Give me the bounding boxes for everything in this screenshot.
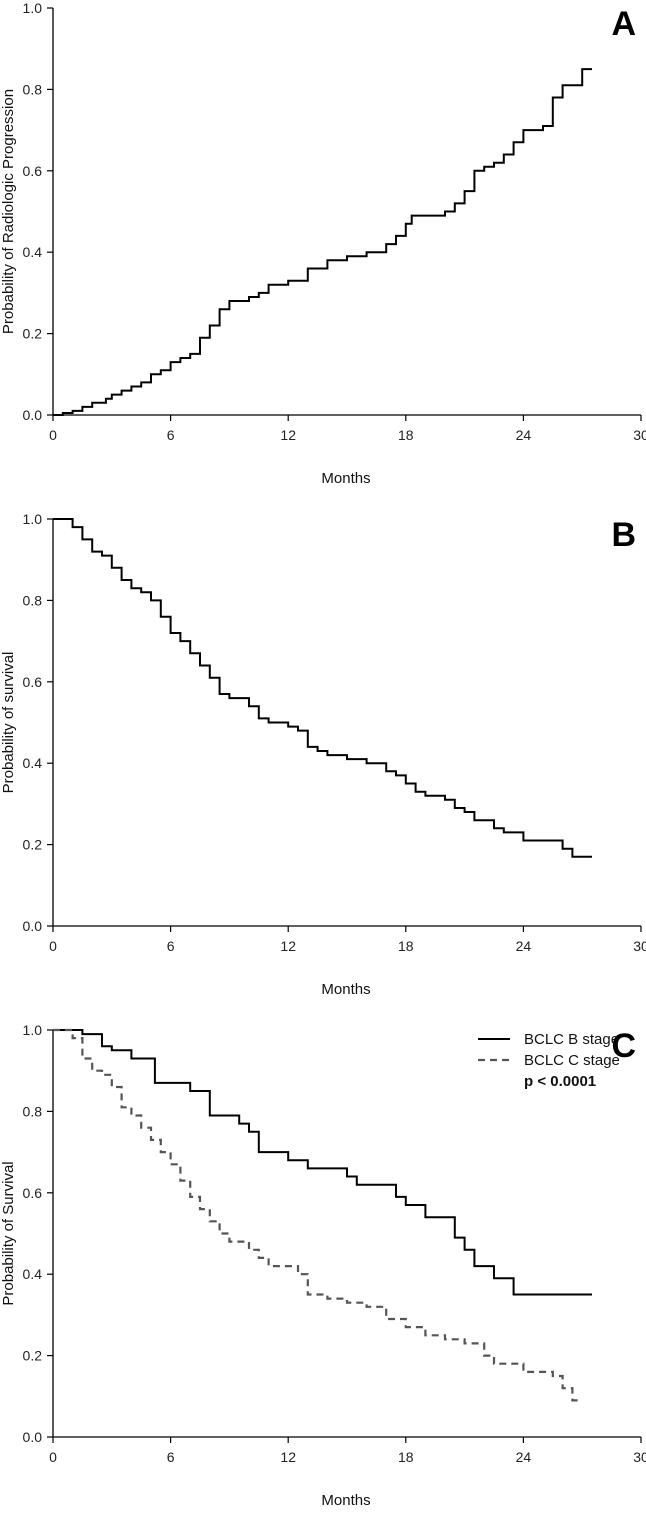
x-tick-label: 6 [167, 427, 175, 443]
x-tick-label: 0 [49, 938, 57, 954]
x-tick-label: 30 [633, 427, 646, 443]
x-tick-label: 12 [280, 938, 296, 954]
x-tick-label: 18 [398, 427, 414, 443]
panel-letter: C [611, 1027, 636, 1065]
x-tick-label: 12 [280, 1449, 296, 1465]
y-tick-label: 1.0 [23, 511, 43, 527]
y-axis-title: Probability of Radiologic Progression [0, 89, 17, 334]
y-tick-label: 0.8 [23, 1103, 43, 1119]
x-tick-label: 18 [398, 938, 414, 954]
x-tick-label: 24 [516, 938, 532, 954]
y-tick-label: 0.2 [23, 837, 43, 853]
panel-letter: B [611, 516, 636, 554]
y-tick-label: 0.8 [23, 81, 43, 97]
y-tick-label: 0.2 [23, 1348, 43, 1364]
x-axis-title: Months [321, 470, 370, 487]
panel-letter: A [611, 5, 636, 43]
p-value-annotation: p < 0.0001 [524, 1073, 596, 1090]
panel-b: 0 6 12 18 24 30 0.0 0.2 0.4 0.6 0.8 1.0 Months Probab… [0, 511, 646, 998]
y-tick-label: 0.0 [23, 407, 43, 423]
x-tick-label: 30 [633, 1449, 646, 1465]
panel-a: 0 6 12 18 24 30 0.0 0.2 0.4 0.6 0.8 1.0 Months Probab… [0, 0, 646, 487]
x-axis-title: Months [321, 981, 370, 998]
survival-curve-series-0 [53, 68, 592, 416]
x-axis-title: Months [321, 1492, 370, 1509]
panel-c: 0 6 12 18 24 30 0.0 0.2 0.4 0.6 0.8 1.0 Months Probab… [0, 1022, 646, 1509]
y-tick-label: 0.4 [23, 755, 43, 771]
survival-curve-bclc-b-stage [53, 1029, 592, 1296]
legend-label: BCLC B stage [524, 1031, 619, 1048]
y-tick-label: 0.6 [23, 674, 43, 690]
x-tick-label: 24 [516, 1449, 532, 1465]
y-tick-label: 0.0 [23, 918, 43, 934]
y-tick-label: 0.8 [23, 592, 43, 608]
y-axis-title: Probability of Survival [0, 1161, 17, 1305]
legend: BCLC B stage BCLC C stage p < 0.0001 [478, 1031, 620, 1090]
x-tick-label: 6 [167, 1449, 175, 1465]
y-tick-label: 1.0 [23, 0, 43, 16]
y-tick-label: 0.0 [23, 1429, 43, 1445]
y-tick-label: 0.6 [23, 1185, 43, 1201]
legend-label: BCLC C stage [524, 1052, 620, 1069]
y-axis-title: Probability of survival [0, 652, 17, 794]
y-tick-label: 0.6 [23, 163, 43, 179]
y-tick-label: 1.0 [23, 1022, 43, 1038]
y-tick-label: 0.4 [23, 244, 43, 260]
x-tick-label: 12 [280, 427, 296, 443]
x-tick-label: 18 [398, 1449, 414, 1465]
x-tick-label: 24 [516, 427, 532, 443]
x-tick-label: 6 [167, 938, 175, 954]
survival-curve-series-0 [53, 518, 592, 858]
x-tick-label: 0 [49, 1449, 57, 1465]
y-tick-label: 0.4 [23, 1266, 43, 1282]
x-tick-label: 0 [49, 427, 57, 443]
y-tick-label: 0.2 [23, 326, 43, 342]
x-tick-label: 30 [633, 938, 646, 954]
survival-curve-bclc-c-stage [53, 1028, 583, 1402]
